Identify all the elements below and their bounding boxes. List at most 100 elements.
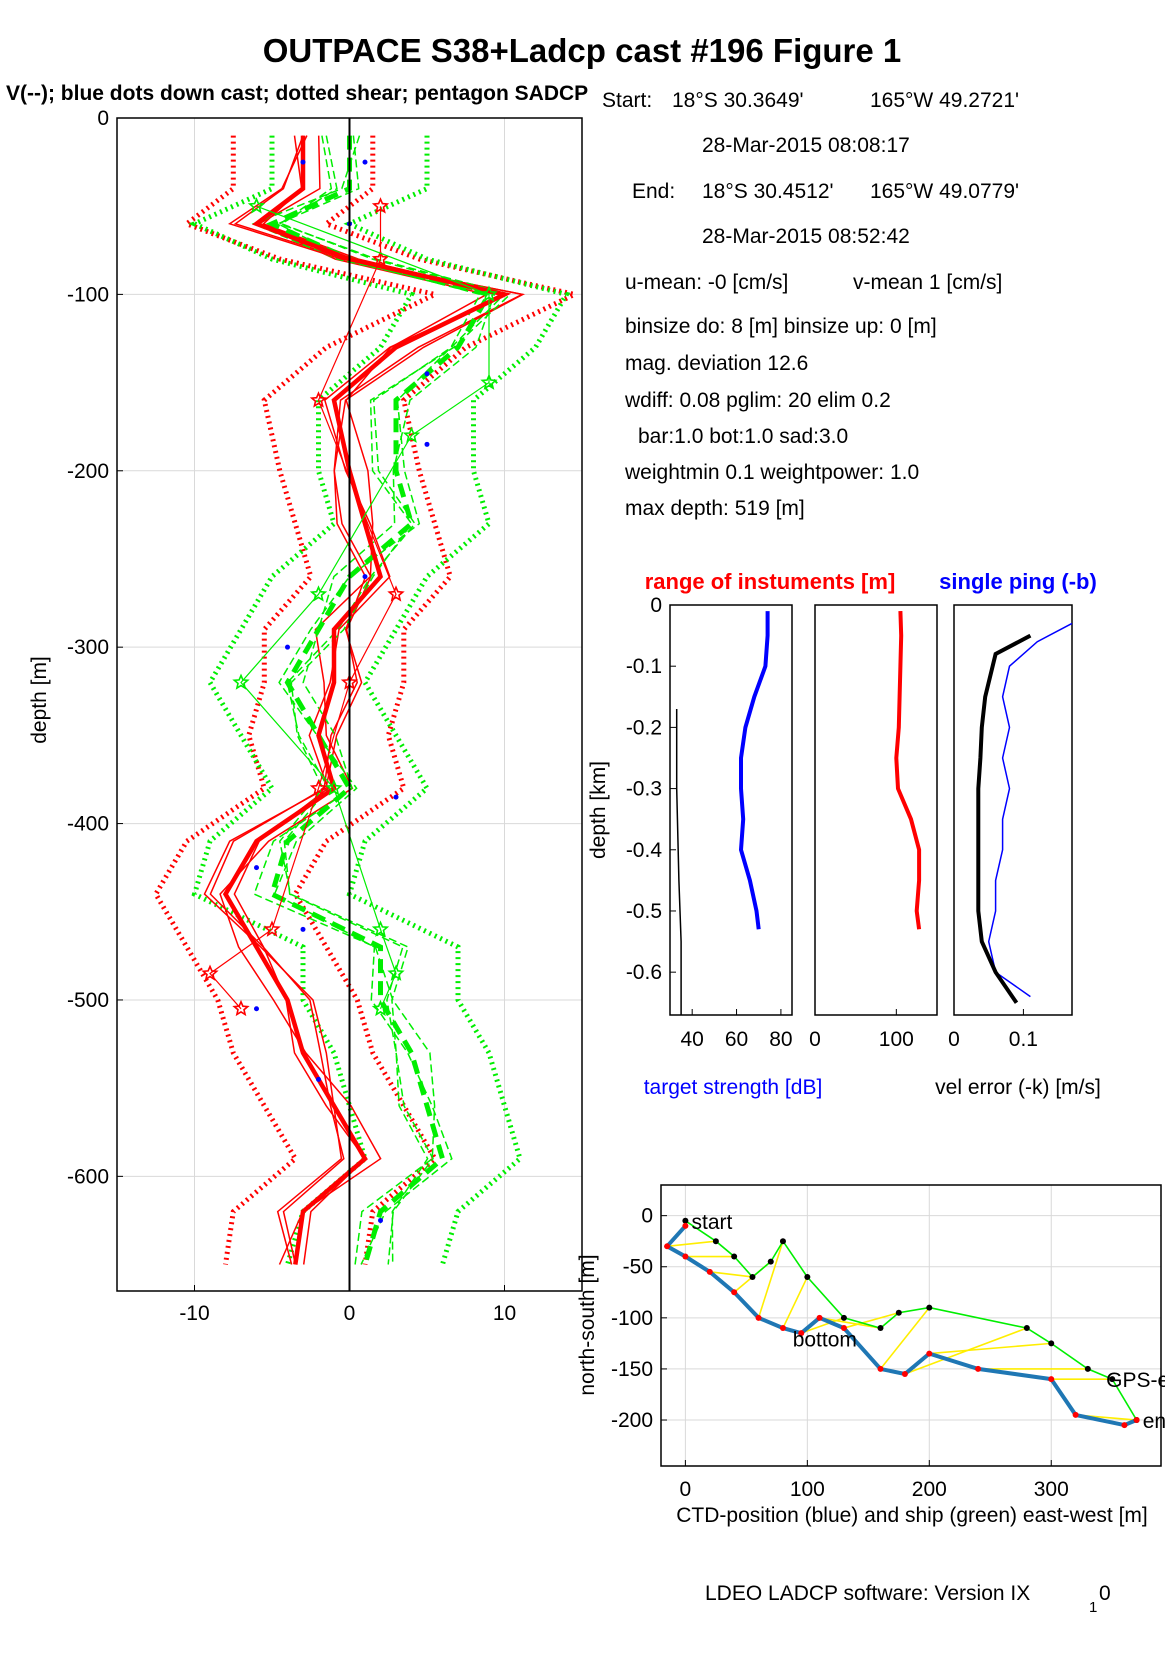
velerr-xlabel: vel error (-k) [m/s] (935, 1076, 1101, 1099)
downcast-dot (300, 159, 306, 165)
ctd-fix-dot (664, 1243, 671, 1250)
track-x-tick-label: 100 (790, 1478, 825, 1501)
track-connector (782, 1276, 809, 1329)
ship-fix-dot (877, 1325, 884, 1332)
sadcp-u-marker (309, 391, 328, 408)
main-ylabel: depth [m] (28, 656, 51, 744)
x-tick-label: 10 (493, 1302, 516, 1325)
ship-fix-dot (767, 1258, 774, 1265)
track-label-start: start (691, 1211, 732, 1234)
figure-title: OUTPACE S38+Ladcp cast #196 Figure 1 (263, 32, 902, 69)
ctd-fix-dot (1048, 1376, 1055, 1383)
track-connector (757, 1240, 784, 1319)
ctd-fix-dot (682, 1222, 689, 1229)
track-y-tick-label: -150 (611, 1358, 653, 1381)
downcast-dot (316, 1076, 321, 1082)
panel-y-tick-label: -0.4 (626, 839, 663, 862)
ctd-fix-dot (840, 1325, 847, 1332)
velocity-profile-plot: -10 0 100-100-200-300-400-500-600 depth [m… (28, 107, 583, 1325)
panel-line-target-strength (738, 611, 770, 930)
track-connector (879, 1307, 930, 1370)
downcast-dot (393, 794, 399, 800)
start-label: Start: (602, 89, 652, 112)
ship-fix-dot (1023, 1325, 1030, 1332)
sadcp-v-marker (371, 920, 390, 937)
ship-fix-dot (731, 1253, 738, 1260)
downcast-dot (424, 441, 430, 447)
wdiff: wdiff: 0.08 pglim: 20 elim 0.2 (624, 389, 891, 412)
downcast-dot (285, 644, 290, 650)
panel-series (675, 611, 1073, 1015)
x-tick-label: -10 (179, 1302, 209, 1325)
u-profile (222, 135, 512, 1265)
ctd-track (663, 1224, 1138, 1428)
sadcp-v-marker (232, 673, 250, 690)
downcast-dot (362, 574, 368, 580)
y-tick-label: 0 (97, 107, 109, 130)
track-x-tick-label: 200 (912, 1478, 947, 1501)
ctd-fix-dot (901, 1371, 908, 1378)
sadcp-v-marker (387, 964, 405, 981)
y-tick-label: -200 (67, 460, 109, 483)
sadcp-v-marker (247, 197, 266, 214)
footer-end: 0 (1099, 1582, 1111, 1605)
downcast-dot (254, 1006, 259, 1012)
track-ylabel: north-south [m] (576, 1254, 599, 1395)
ts-ylabel: depth [km] (587, 761, 610, 859)
ctd-fix-dot (1133, 1417, 1140, 1424)
u-shear-upper (292, 135, 582, 1265)
panel-y-tick-label: -0.3 (626, 778, 662, 801)
v-profile (265, 135, 493, 1266)
ship-fix-dot (712, 1238, 719, 1245)
bar-params: bar:1.0 bot:1.0 sad:3.0 (638, 425, 848, 448)
range-title: range of instuments [m] (645, 569, 896, 594)
ctd-fix-dot (682, 1253, 689, 1260)
downcast-dot (378, 1217, 383, 1223)
sadcp-u-marker (371, 250, 390, 267)
ship-fix-dot (749, 1273, 756, 1280)
figure-subtitle: V(--); blue dots down cast; dotted shear… (6, 82, 588, 105)
ctd-fix-dot (926, 1350, 933, 1357)
track-y-tick-label: -200 (611, 1409, 653, 1432)
track-xlabel: CTD-position (blue) and ship (green) eas… (676, 1504, 1148, 1527)
range-axes-box (814, 604, 938, 1016)
ctd-fix-dot (731, 1289, 738, 1296)
panel-y-tick-label: 0 (650, 594, 662, 617)
track-label-end: end (1143, 1410, 1165, 1433)
main-series (152, 135, 582, 1266)
track-ticks: 0 100 200 300 0 -50 -100 -150 -200 (611, 1205, 1069, 1501)
start-lon: 165°W 49.2721' (870, 89, 1019, 112)
sadcp-v-marker (480, 373, 498, 390)
ship-fix-dot (1109, 1376, 1116, 1383)
panel-y-tick-label: -0.1 (626, 655, 662, 678)
sadcp-u-marker (387, 585, 405, 602)
panel-x-tick-label: 60 (725, 1028, 748, 1051)
sadcp-u-marker (263, 920, 281, 937)
ship-track (684, 1220, 1138, 1421)
track-plot: start bottom GPS-end end 0 100 200 300 0 -50 -100… (576, 1184, 1165, 1527)
track-connector (819, 1317, 881, 1329)
downcast-dot (362, 159, 368, 165)
ctd-fix-dot (706, 1268, 713, 1275)
mag-deviation: mag. deviation 12.6 (625, 352, 808, 375)
track-grid (661, 1185, 1161, 1466)
instrument-panels: range of instuments [m] single ping (-b)… (587, 569, 1101, 1099)
track-y-tick-label: 0 (641, 1205, 653, 1228)
ship-fix-dot (895, 1309, 902, 1316)
y-tick-label: -500 (67, 989, 109, 1012)
footer-text: LDEO LADCP software: Version IX (705, 1582, 1030, 1605)
u-mean: u-mean: -0 [cm/s] (625, 271, 788, 294)
track-axes-box (660, 1184, 1162, 1467)
y-tick-label: -300 (67, 636, 109, 659)
panel-line-range (675, 709, 682, 1015)
panel-ticks: 40 60 80 0 -0.1 -0.2 -0.3 -0.4 -0.5 -0.6 0 100 0 0.1 (626, 594, 1038, 1051)
ctd-fix-dot (816, 1314, 823, 1321)
track-y-tick-label: -50 (623, 1256, 653, 1279)
x-tick-label: 0 (344, 1302, 356, 1325)
track-connector (843, 1311, 900, 1329)
single-ping-title: single ping (-b) (939, 569, 1097, 594)
info-block: Start: 18°S 30.3649' 165°W 49.2721' 28-M… (602, 89, 1019, 520)
ship-fix-dot (840, 1314, 847, 1321)
v-shear-lower (188, 135, 416, 1266)
ts-xlabel: target strength [dB] (644, 1076, 823, 1099)
